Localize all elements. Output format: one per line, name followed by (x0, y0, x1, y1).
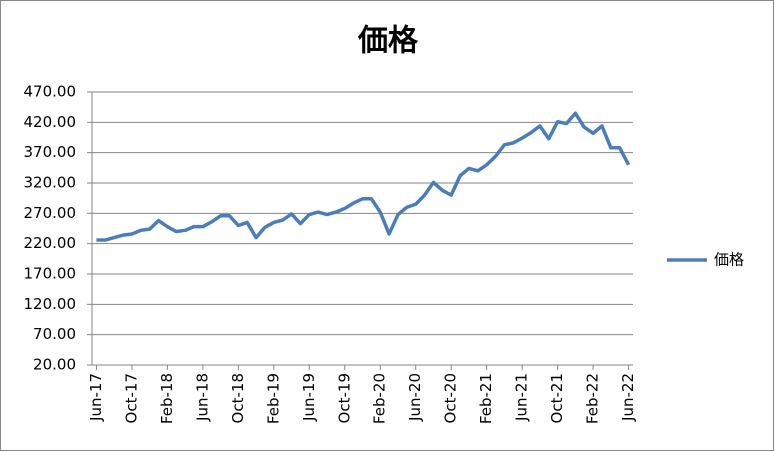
x-tick-label: Oct-19 (335, 373, 353, 423)
x-tick-label: Oct-21 (548, 373, 566, 423)
x-tick-label: Jun-20 (406, 373, 424, 422)
x-tick-label: Feb-22 (584, 373, 602, 424)
x-tick-label: Feb-19 (264, 373, 282, 424)
y-tick-label: 320.00 (24, 174, 77, 192)
x-tick-label: Feb-20 (371, 373, 389, 424)
y-tick-label: 120.00 (24, 295, 77, 313)
legend-label: 価格 (714, 251, 744, 269)
chart-title: 価格 (357, 24, 419, 59)
x-tick-label: Feb-18 (158, 373, 176, 424)
y-tick-label: 470.00 (24, 83, 77, 101)
line-series (96, 111, 631, 242)
y-tick-label: 70.00 (33, 325, 76, 343)
x-tick-label: Feb-21 (477, 373, 495, 424)
x-tick-label: Oct-17 (122, 373, 140, 423)
x-tick-label: Jun-18 (193, 373, 211, 422)
y-tick-label: 20.00 (33, 356, 76, 374)
x-tick-label: Jun-17 (87, 373, 105, 422)
x-tick-label: Jun-19 (300, 373, 318, 422)
x-tick-label: Oct-20 (442, 373, 460, 423)
y-tick-label: 420.00 (24, 113, 77, 131)
x-tick-label: Jun-21 (513, 373, 531, 422)
x-tick-label: Jun-22 (619, 373, 637, 422)
x-tick-label: Oct-18 (229, 373, 247, 423)
y-tick-label: 170.00 (24, 265, 77, 283)
y-tick-label: 370.00 (24, 143, 77, 161)
y-tick-label: 270.00 (24, 204, 77, 222)
y-tick-label: 220.00 (24, 234, 77, 252)
